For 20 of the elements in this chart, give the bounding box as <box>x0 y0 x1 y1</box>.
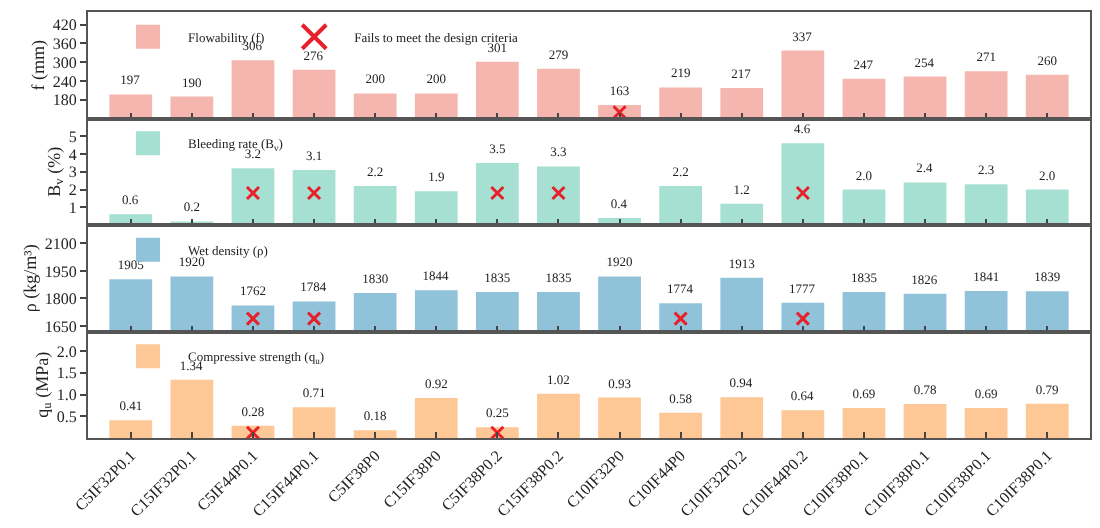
y-tick-label: 1800 <box>44 290 77 309</box>
y-tick-label: 1650 <box>44 317 77 336</box>
y-tick-label: 2.0 <box>56 342 77 361</box>
y-tick-label: 360 <box>52 34 77 53</box>
y-axis-title: ρ (kg/m³) <box>19 244 40 313</box>
y-tick-label: 0.5 <box>56 407 77 426</box>
y-axis-title: f (mm) <box>27 40 48 91</box>
y-tick-label: 2 <box>68 181 77 200</box>
y-tick-label: 420 <box>52 16 77 35</box>
y-tick-label: 2100 <box>44 234 77 253</box>
y-tick-label: 4 <box>68 145 77 164</box>
y-tick-label: 1.5 <box>56 364 77 383</box>
y-tick-label: 1.0 <box>56 386 77 405</box>
y-tick-label: 240 <box>52 72 77 91</box>
y-tick-label: 300 <box>52 53 77 72</box>
y-tick-label: 3 <box>68 163 77 182</box>
y-tick-label: 180 <box>52 91 77 110</box>
y-tick-label: 1 <box>68 198 77 217</box>
y-tick-label: 5 <box>68 127 77 146</box>
y-tick-label: 1950 <box>44 262 77 281</box>
